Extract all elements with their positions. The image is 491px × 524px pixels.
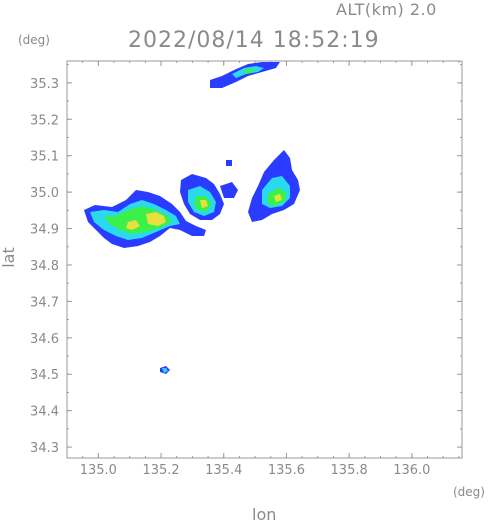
y-tick-label: 35.0 <box>30 186 59 201</box>
echo-cluster-north <box>210 62 280 88</box>
x-tick-label: 135.0 <box>80 463 117 478</box>
y-tick-label: 34.6 <box>30 332 59 347</box>
plot-frame <box>66 60 463 459</box>
x-axis-label: lon <box>252 505 277 524</box>
y-tick-label: 34.9 <box>30 223 59 238</box>
x-tick-label: 136.0 <box>393 463 430 478</box>
precipitation-echoes <box>84 62 300 374</box>
y-tick-label: 34.4 <box>30 405 59 420</box>
y-tick-labels: 35.3 35.2 35.1 35.0 34.9 34.8 34.7 34.6 34.5 34.4… <box>30 77 59 456</box>
echo-cluster-west <box>84 190 206 248</box>
timestamp-title: 2022/08/14 18:52:19 <box>128 28 380 53</box>
x-tick-label: 135.6 <box>268 463 305 478</box>
x-tick-label: 135.2 <box>142 463 179 478</box>
x-unit-label: (deg) <box>453 485 485 499</box>
x-tick-label: 135.4 <box>205 463 242 478</box>
echo-isolated <box>160 366 170 374</box>
tick-marks <box>66 61 462 458</box>
echo-cluster-east <box>248 150 300 222</box>
y-tick-label: 34.3 <box>30 441 59 456</box>
y-tick-label: 34.7 <box>30 295 59 310</box>
y-tick-label: 35.1 <box>30 150 59 165</box>
x-tick-label: 135.8 <box>331 463 368 478</box>
y-tick-label: 35.2 <box>30 113 59 128</box>
echo-cluster-center <box>180 160 238 220</box>
altitude-label: ALT(km) 2.0 <box>336 0 437 19</box>
y-unit-label: (deg) <box>18 33 50 47</box>
y-tick-label: 34.5 <box>30 368 59 383</box>
x-tick-labels: 135.0 135.2 135.4 135.6 135.8 136.0 <box>80 463 431 478</box>
y-tick-label: 35.3 <box>30 77 59 92</box>
y-tick-label: 34.8 <box>30 259 59 274</box>
